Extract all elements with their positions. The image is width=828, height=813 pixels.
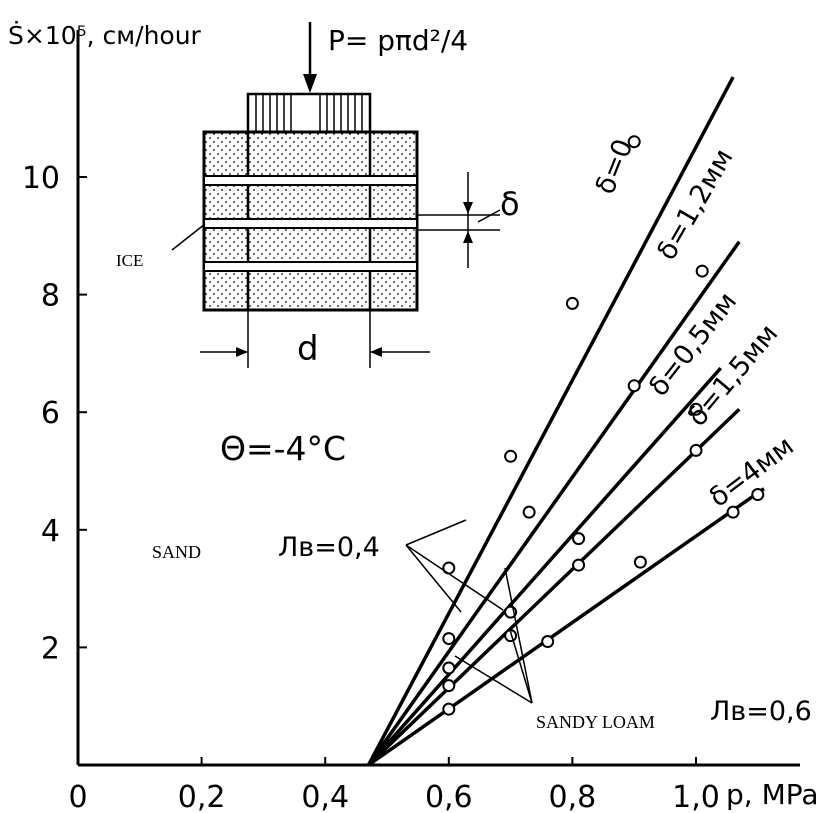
x-ticks: 0 0,2 0,4 0,6 0,8 1,0: [68, 757, 720, 813]
series-line: [367, 366, 723, 767]
x-tick-label: 0: [68, 780, 87, 813]
data-point: [689, 443, 703, 457]
data-point: [442, 661, 456, 675]
sand-pointer-lines: [405, 519, 504, 613]
series-points: [442, 135, 765, 716]
delta-label: δ: [500, 185, 520, 223]
sand-label: SAND: [152, 542, 201, 562]
data-point: [504, 449, 518, 463]
sandy-loam-label: SANDY LOAM: [536, 712, 655, 732]
y-tick-label: 2: [41, 631, 60, 666]
series-line: [366, 76, 735, 766]
lv-sand-label: Лв=0,4: [278, 532, 380, 563]
ice-label: ICE: [116, 251, 143, 270]
series-label: δ=4мм: [704, 430, 800, 513]
data-point: [726, 505, 740, 519]
y-ticks: 2 4 6 8 10: [22, 161, 87, 666]
x-axis-label: p, MPa: [726, 778, 819, 811]
x-tick-label: 0,8: [549, 780, 597, 813]
data-point: [442, 702, 456, 716]
y-tick-label: 6: [41, 396, 60, 431]
data-point: [442, 679, 456, 693]
data-point: [522, 505, 536, 519]
temperature-label: Θ=-4°C: [220, 429, 346, 468]
lv-loam-label: Лв=0,6: [710, 696, 812, 727]
series-lines: [366, 76, 765, 767]
y-tick-label: 10: [22, 161, 60, 196]
d-label: d: [297, 329, 319, 369]
data-point: [695, 264, 709, 278]
data-point: [633, 555, 647, 569]
load-formula: P= pπd²/4: [328, 24, 468, 57]
data-point: [572, 558, 586, 572]
data-point: [751, 488, 765, 502]
data-point: [442, 632, 456, 646]
x-tick-label: 1,0: [672, 780, 720, 813]
series-label: δ=0: [590, 135, 640, 199]
data-point: [572, 532, 586, 546]
x-tick-label: 0,6: [425, 780, 473, 813]
series-line: [367, 240, 741, 767]
series-line: [367, 487, 765, 767]
x-tick-label: 0,4: [301, 780, 349, 813]
y-axis-label: Ṡ×10⁵, см/hour: [8, 21, 202, 50]
y-tick-label: 8: [41, 279, 60, 314]
x-tick-label: 0,2: [178, 780, 226, 813]
specimen-diagram: P= pπd²/4 δ ICE: [116, 22, 520, 369]
y-tick-label: 4: [41, 514, 60, 549]
loam-pointer-lines: [454, 567, 533, 704]
data-point: [565, 296, 579, 310]
series-line: [367, 407, 741, 767]
data-point: [541, 635, 555, 649]
data-point: [689, 402, 703, 416]
data-point: [627, 379, 641, 393]
data-point: [627, 135, 641, 149]
